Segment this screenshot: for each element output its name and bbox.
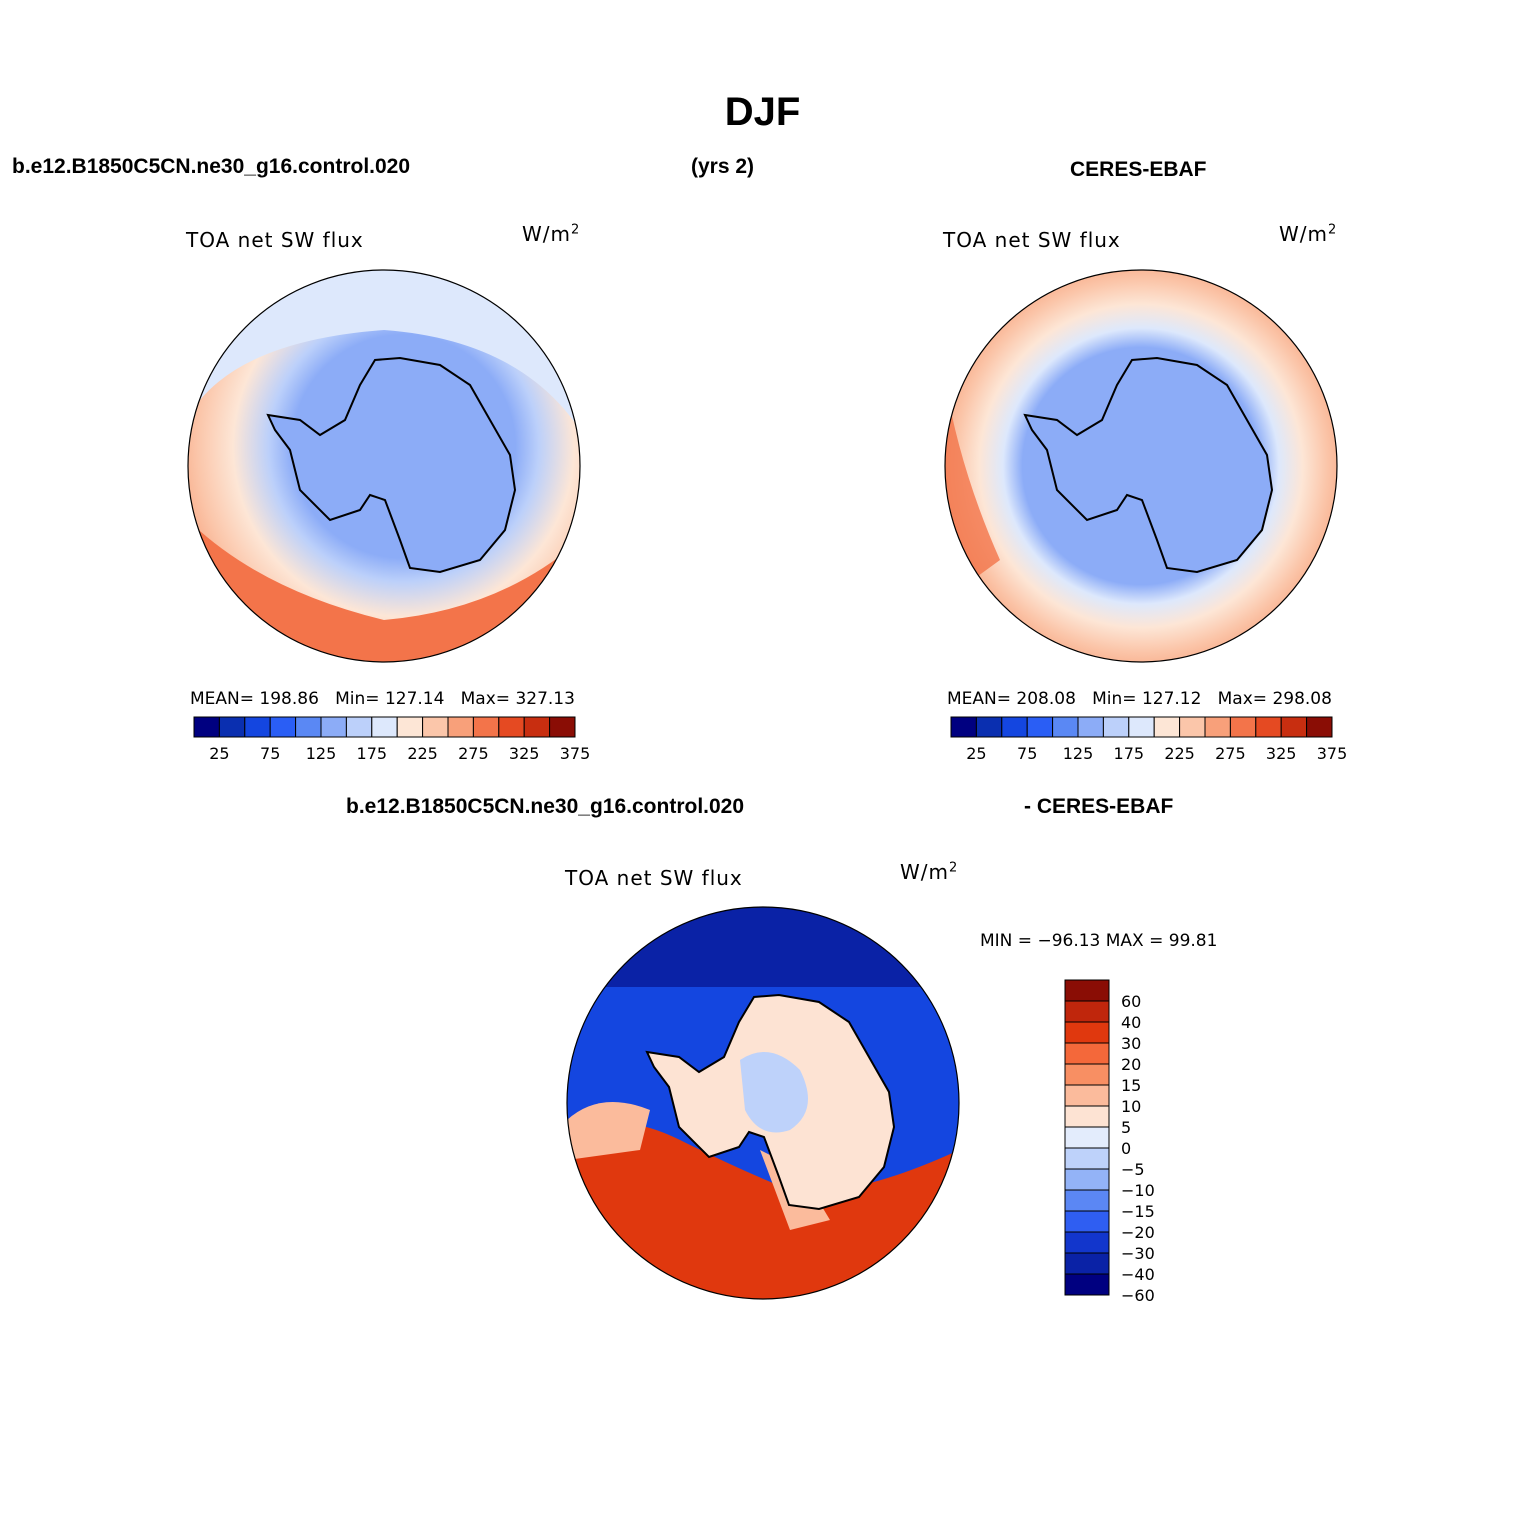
colorbar-tick-label: 75 (1017, 744, 1037, 763)
colorbar-tick-label: 175 (1114, 744, 1145, 763)
colorbar-tick-label: 225 (407, 744, 438, 763)
case-name-header: b.e12.B1850C5CN.ne30_g16.control.020 (12, 155, 411, 178)
colorbar-swatch (371, 716, 398, 738)
colorbar-swatch (1064, 1252, 1110, 1275)
colorbar-tick-label: 325 (1266, 744, 1297, 763)
diff-colorbar: 60 40 30 20 15 10 5 0 −5 −10 −15 −20 −30 −40 −60 (1064, 979, 1155, 1305)
colorbar-swatch (320, 716, 347, 738)
colorbar-swatch (1064, 1210, 1110, 1233)
colorbar-tick-label: −40 (1121, 1265, 1155, 1284)
diff-variable-label: TOA net SW flux (565, 866, 743, 890)
colorbar-tick-label: −15 (1121, 1202, 1155, 1221)
colorbar-swatch (1204, 716, 1231, 738)
diff-units-label: W/m2 (900, 860, 959, 884)
model-colorbar: 25 75 125 175 225 275 325 375 (193, 716, 591, 763)
colorbar-tick-label: 30 (1121, 1034, 1141, 1053)
colorbar-swatch (1026, 716, 1054, 738)
colorbar-swatch (549, 716, 576, 738)
colorbar-swatch (1179, 716, 1206, 738)
colorbar-swatch (244, 716, 271, 738)
colorbar-swatch (1064, 1105, 1110, 1128)
model-units-label: W/m2 (522, 222, 581, 246)
colorbar-tick-label: 0 (1121, 1139, 1131, 1158)
obs-variable-label: TOA net SW flux (943, 228, 1121, 252)
colorbar-tick-label: 125 (306, 744, 337, 763)
colorbar-swatch (1064, 1168, 1110, 1191)
colorbar-tick-label: 275 (458, 744, 489, 763)
colorbar-swatch (1229, 716, 1257, 738)
colorbar-swatch (1280, 716, 1308, 738)
colorbar-tick-label: 275 (1215, 744, 1246, 763)
colorbar-swatch (1064, 1021, 1110, 1044)
colorbar-swatch (1102, 716, 1130, 738)
colorbar-tick-label: 325 (509, 744, 540, 763)
colorbar-swatch (1052, 716, 1079, 738)
colorbar-swatch (523, 716, 551, 738)
colorbar-swatch (1064, 1063, 1110, 1086)
obs-stats: MEAN= 208.08 Min= 127.12 Max= 298.08 (947, 689, 1332, 709)
colorbar-swatch (1001, 716, 1028, 738)
diff-stats: MIN = −96.13 MAX = 99.81 (980, 931, 1218, 951)
obs-name-header: CERES-EBAF (1070, 158, 1207, 181)
obs-colorbar: 25 75 125 175 225 275 325 375 (950, 716, 1348, 763)
colorbar-swatch (447, 716, 474, 738)
colorbar-tick-label: 25 (966, 744, 986, 763)
colorbar-tick-label: 225 (1164, 744, 1195, 763)
colorbar-tick-label: 125 (1063, 744, 1094, 763)
colorbar-swatch (1064, 1042, 1110, 1065)
colorbar-swatch (193, 716, 220, 738)
figure-title: DJF (724, 90, 801, 134)
colorbar-tick-label: 375 (560, 744, 591, 763)
model-stats: MEAN= 198.86 Min= 127.14 Max= 327.13 (190, 689, 575, 709)
colorbar-tick-label: −30 (1121, 1244, 1155, 1263)
colorbar-swatch (950, 716, 977, 738)
colorbar-swatch (1064, 1273, 1110, 1296)
colorbar-swatch (1306, 716, 1333, 738)
colorbar-tick-label: 15 (1121, 1076, 1141, 1095)
colorbar-tick-label: −10 (1121, 1181, 1155, 1200)
colorbar-tick-label: 20 (1121, 1055, 1141, 1074)
colorbar-swatch (345, 716, 373, 738)
colorbar-tick-label: 60 (1121, 992, 1141, 1011)
colorbar-swatch (1128, 716, 1155, 738)
colorbar-tick-label: −5 (1121, 1160, 1145, 1179)
colorbar-tick-label: 75 (260, 744, 280, 763)
colorbar-swatch (295, 716, 322, 738)
colorbar-tick-label: 25 (209, 744, 229, 763)
colorbar-swatch (1255, 716, 1282, 738)
colorbar-swatch (269, 716, 297, 738)
colorbar-tick-label: −60 (1121, 1286, 1155, 1305)
colorbar-tick-label: 10 (1121, 1097, 1141, 1116)
colorbar-tick-label: 375 (1317, 744, 1348, 763)
colorbar-swatch (472, 716, 500, 738)
colorbar-tick-label: −20 (1121, 1223, 1155, 1242)
model-variable-label: TOA net SW flux (186, 228, 364, 252)
colorbar-swatch (1064, 1231, 1110, 1254)
obs-antarctica-outline (1023, 356, 1274, 574)
colorbar-swatch (1064, 979, 1110, 1002)
colorbar-swatch (1064, 1000, 1110, 1023)
years-header: (yrs 2) (691, 155, 755, 178)
colorbar-swatch (1064, 1126, 1110, 1149)
colorbar-swatch (422, 716, 449, 738)
diff-obs-name-header: - CERES-EBAF (1024, 795, 1174, 818)
colorbar-swatch (1064, 1189, 1110, 1212)
obs-units-label: W/m2 (1279, 222, 1338, 246)
colorbar-tick-label: 5 (1121, 1118, 1131, 1137)
colorbar-swatch (1064, 1084, 1110, 1107)
diff-case-name-header: b.e12.B1850C5CN.ne30_g16.control.020 (346, 795, 745, 818)
colorbar-swatch (498, 716, 525, 738)
colorbar-swatch (1077, 716, 1104, 738)
colorbar-tick-label: 40 (1121, 1013, 1141, 1032)
colorbar-swatch (1064, 1147, 1110, 1170)
model-antarctica-outline (266, 356, 517, 574)
colorbar-swatch (1153, 716, 1181, 738)
colorbar-swatch (396, 716, 424, 738)
colorbar-tick-label: 175 (357, 744, 388, 763)
colorbar-swatch (975, 716, 1003, 738)
colorbar-swatch (218, 716, 246, 738)
